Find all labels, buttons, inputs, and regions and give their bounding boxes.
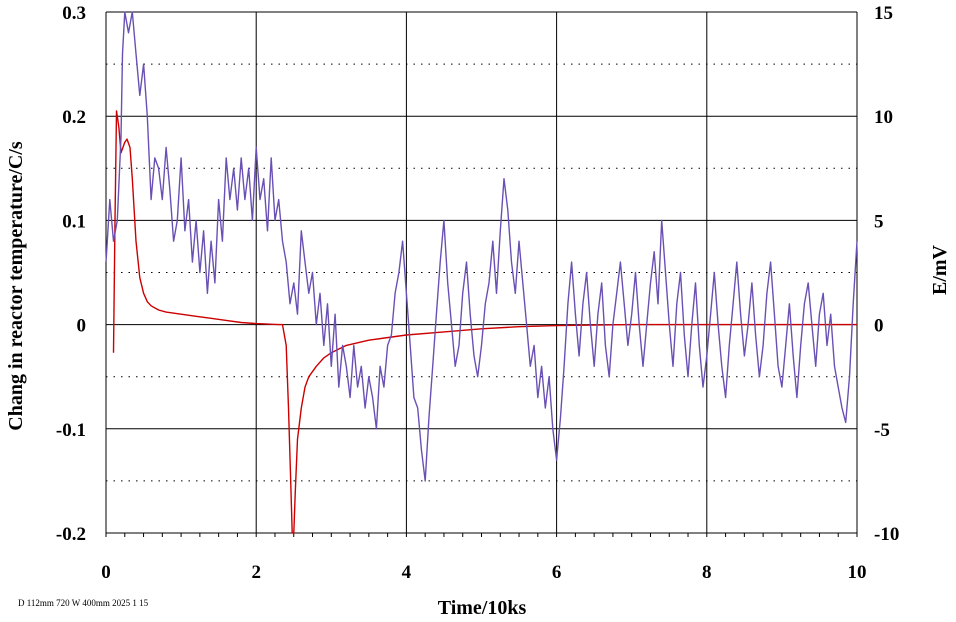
series-line-right [105, 11, 858, 482]
y-right-tick-label: 5 [874, 211, 884, 232]
x-axis-title: Time/10ks [438, 597, 527, 619]
series-layer [105, 11, 858, 534]
y-left-tick-label: 0 [77, 316, 87, 337]
y-left-tick-label: -0.1 [56, 420, 86, 441]
footnote: D 112mm 720 W 400mm 2025 1 15 [18, 598, 149, 608]
y-right-tick-label: 10 [874, 107, 893, 128]
y-left-tick-label: 0.1 [62, 211, 86, 232]
y-right-tick-label: 0 [874, 316, 884, 337]
y-left-tick-label: 0.2 [62, 107, 86, 128]
x-tick-label: 6 [552, 562, 562, 583]
tick-labels: 0 2 4 6 8 10 0.3 0.2 0.1 0 -0.1 -0.2 15 10 5 0 -5 -10 [56, 3, 899, 583]
series-line-left [112, 110, 857, 534]
x-tick-label: 0 [101, 562, 111, 583]
y-right-tick-label: -5 [874, 420, 890, 441]
y-left-axis-title: Chang in reactor temperature/C/s [5, 141, 27, 431]
y-right-tick-label: 15 [874, 3, 893, 24]
y-right-tick-label: -10 [874, 524, 899, 545]
y-left-tick-label: 0.3 [62, 3, 86, 24]
y-right-axis-title: E/mV [929, 244, 951, 295]
x-tick-label: 2 [251, 562, 261, 583]
x-tick-label: 10 [848, 562, 867, 583]
grid [105, 11, 858, 537]
x-tick-label: 8 [702, 562, 712, 583]
x-tick-label: 4 [402, 562, 412, 583]
y-left-tick-label: -0.2 [56, 524, 86, 545]
